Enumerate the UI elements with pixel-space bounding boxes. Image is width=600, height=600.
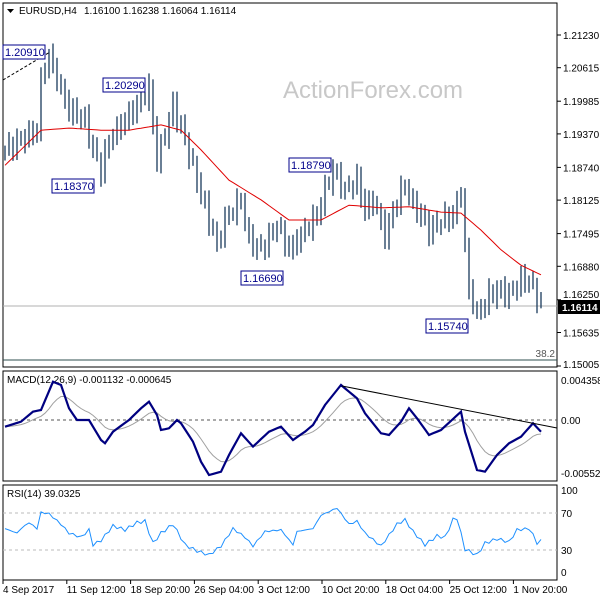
moving-average-line	[4, 124, 542, 276]
macd-title: MACD(12,26,9) -0.001132 -0.000645	[7, 375, 172, 386]
price-tick-label: 1.19985	[563, 97, 600, 108]
time-tick-label: 10 Oct 20:00	[322, 585, 380, 596]
rsi-title: RSI(14) 39.0325	[7, 489, 81, 500]
price-tick-label: 1.15635	[563, 329, 600, 340]
macd-signal-line	[4, 396, 542, 463]
price-tick-label: 1.18740	[563, 163, 600, 174]
watermark: ActionForex.com	[283, 77, 463, 104]
time-tick-label: 1 Nov 20:00	[513, 585, 567, 596]
macd-tick-max: 0.004358	[561, 376, 600, 387]
price-annotation-box: 1.20910	[2, 44, 46, 60]
macd-line	[4, 380, 542, 477]
rsi-tick-30: 30	[561, 546, 573, 557]
rsi-tick-70: 70	[561, 509, 573, 520]
svg-text:1.18790: 1.18790	[291, 160, 331, 172]
price-tick-label: 1.19370	[563, 130, 600, 141]
svg-text:1.18370: 1.18370	[54, 181, 94, 193]
current-price-value: 1.16114	[562, 303, 598, 314]
rsi-tick-100: 100	[561, 486, 578, 497]
price-annotation-box: 1.20290	[102, 77, 146, 93]
rsi-tick-0: 0	[561, 568, 567, 579]
price-tick-label: 1.15005	[563, 360, 600, 371]
price-tick-label: 1.16880	[563, 262, 600, 273]
macd-panel-frame	[2, 370, 558, 482]
macd-trendline	[341, 385, 558, 429]
macd-tick-min: -0.005528	[561, 469, 600, 480]
price-bars	[4, 43, 542, 320]
symbol-label: EURUSD,H4	[19, 6, 77, 17]
price-annotations: 1.20910 1.20290 1.18370 1.18790 1.16690 1.157…	[2, 44, 469, 334]
price-annotation-box: 1.18370	[51, 178, 95, 194]
svg-text:1.16690: 1.16690	[243, 273, 283, 285]
price-annotation-box: 1.15740	[425, 318, 469, 334]
price-tick-label: 1.16250	[563, 290, 600, 301]
price-tick-label: 1.21230	[563, 31, 600, 42]
price-axis: 1.21230 1.20615 1.19985 1.19370 1.18740 1.181…	[557, 31, 600, 371]
time-tick-label: 18 Oct 04:00	[386, 585, 444, 596]
price-panel-frame	[2, 2, 558, 368]
rsi-panel-frame	[2, 484, 558, 581]
ohlc-readout: 1.16100 1.16238 1.16064 1.16114	[84, 6, 237, 17]
collapse-triangle-icon[interactable]	[7, 9, 14, 13]
time-tick-label: 26 Sep 04:00	[194, 585, 254, 596]
time-tick-label: 25 Oct 12:00	[450, 585, 508, 596]
current-price-tag	[558, 300, 600, 314]
price-annotation-box: 1.16690	[240, 270, 284, 286]
time-tick-label: 4 Sep 2017	[3, 585, 55, 596]
price-annotation-box: 1.18790	[288, 157, 332, 173]
time-tick-label: 18 Sep 20:00	[131, 585, 191, 596]
macd-tick-zero: 0.00	[561, 416, 581, 427]
svg-text:1.15740: 1.15740	[428, 321, 468, 333]
price-tick-label: 1.20615	[563, 64, 600, 75]
time-axis: 4 Sep 2017 11 Sep 12:00 18 Sep 20:00 26 Sep…	[2, 580, 568, 596]
svg-text:1.20290: 1.20290	[105, 80, 145, 92]
rsi-line	[4, 507, 542, 556]
time-tick-label: 3 Oct 12:00	[258, 585, 310, 596]
price-tick-label: 1.18125	[563, 196, 600, 207]
time-tick-label: 11 Sep 12:00	[67, 585, 126, 596]
svg-text:1.20910: 1.20910	[5, 47, 45, 59]
price-tick-label: 1.17495	[563, 230, 600, 241]
fib-label: 38.2	[536, 349, 556, 360]
